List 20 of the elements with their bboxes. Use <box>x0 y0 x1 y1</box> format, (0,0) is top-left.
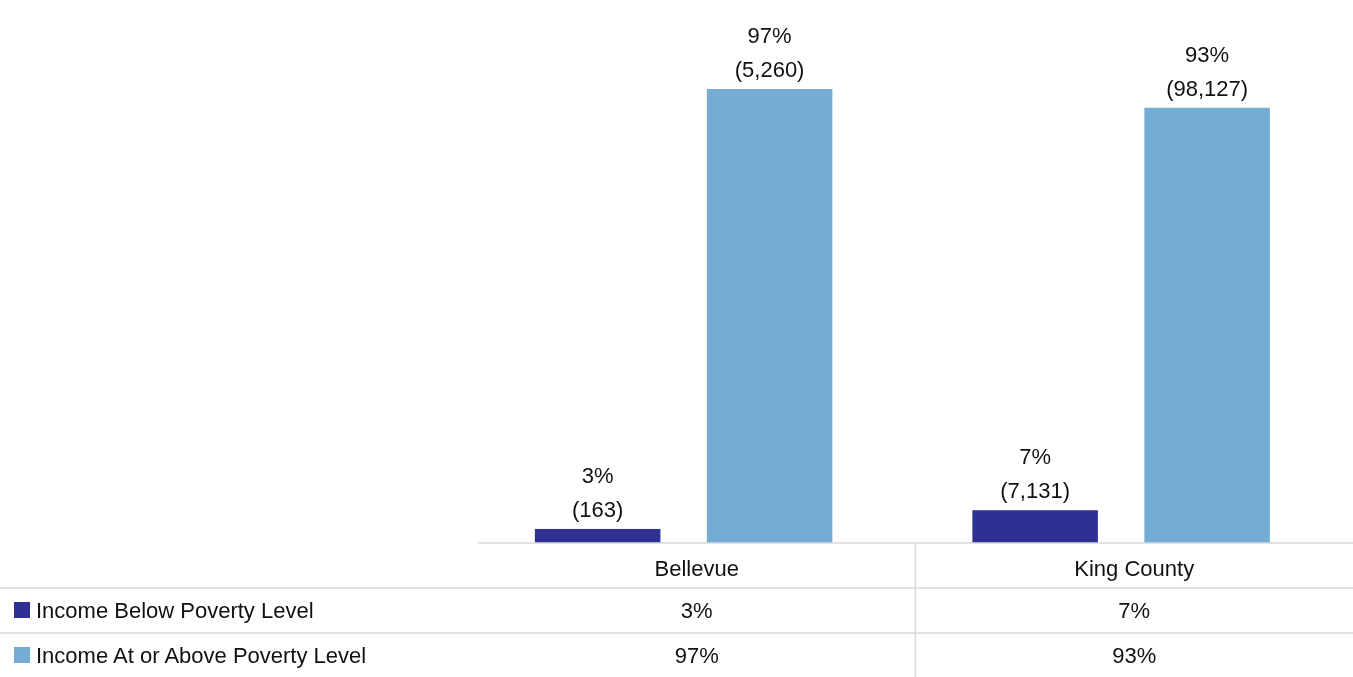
bar <box>534 528 661 543</box>
annotation: (98,127) <box>1166 75 1249 101</box>
text: 3% <box>581 462 614 488</box>
legend-label: Income Below Poverty Level <box>36 598 314 623</box>
text: (5,260) <box>734 57 805 83</box>
legend-label: Income At or Above Poverty Level <box>36 643 367 668</box>
text: 93% <box>1185 41 1230 67</box>
data-label: 7% <box>1118 598 1151 623</box>
text: 7% <box>1019 444 1052 470</box>
data-label: 97% <box>674 643 719 668</box>
bar <box>1144 107 1270 543</box>
x-tick-label: King County <box>1074 556 1195 581</box>
bar <box>706 89 833 543</box>
data-label: 93% <box>1112 643 1157 668</box>
annotation: (7,131) <box>1000 478 1070 504</box>
data-label: 3% <box>680 598 713 623</box>
annotation: (163) <box>571 496 624 522</box>
bar <box>972 510 1098 543</box>
x-tick-label: Bellevue <box>654 556 739 581</box>
text: 97% <box>747 23 792 49</box>
